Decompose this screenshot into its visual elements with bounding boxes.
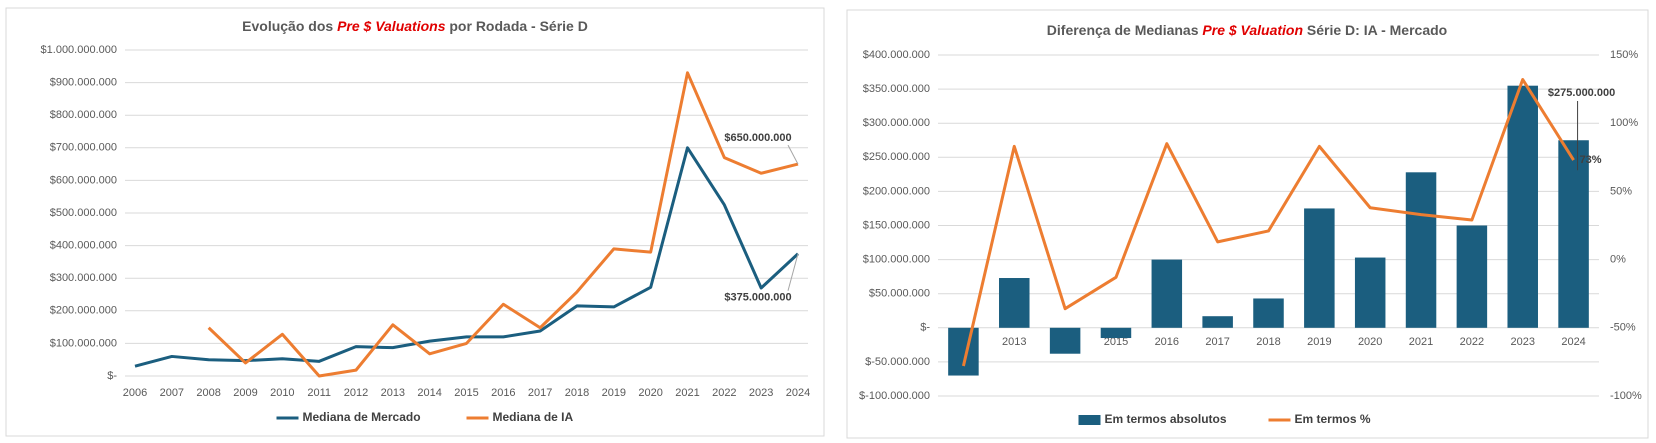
line [961,78,1575,367]
bar [1507,85,1538,328]
legend-label: Em termos % [1295,412,1371,426]
x-tick-label: 2018 [565,387,589,399]
bar [999,278,1030,328]
title-part: por Rodada - Série D [445,18,587,34]
x-tick-label: 2024 [1561,336,1585,348]
x-tick-label: 2014 [417,387,441,399]
title-part: Diferença de Medianas [1047,22,1203,38]
x-tick-label: 2023 [1510,336,1534,348]
y2-tick-label: 150% [1610,49,1638,61]
x-tick-label: 2007 [160,387,184,399]
y-tick-label: $350.000.000 [863,83,930,95]
data-label: $650.000.000 [724,132,791,144]
x-tick-label: 2006 [123,387,147,399]
y-tick-label: $250.000.000 [863,151,930,163]
bar [1304,208,1335,328]
x-tick-label: 2019 [1307,336,1331,348]
title-highlight: Pre $ Valuations [337,18,446,34]
y2-tick-label: 50% [1610,185,1632,197]
x-tick-label: 2020 [1358,336,1382,348]
leader-line [787,144,799,165]
x-tick-label: 2022 [1460,336,1484,348]
x-tick-label: 2017 [1205,336,1229,348]
x-tick-label: 2013 [381,387,405,399]
y-tick-label: $1.000.000.000 [41,44,117,56]
x-tick-label: 2012 [344,387,368,399]
legend-label: Mediana de IA [493,410,574,424]
y-tick-label: $- [920,322,930,334]
bar [1354,257,1386,328]
y2-tick-label: 100% [1610,117,1638,129]
y-tick-label: $400.000.000 [50,240,117,252]
y-tick-label: $300.000.000 [863,117,930,129]
title-highlight: Pre $ Valuation [1202,22,1303,38]
x-tick-label: 2016 [1155,336,1179,348]
y-tick-label: $100.000.000 [50,337,117,349]
line [134,146,800,368]
legend-swatch [1078,415,1101,425]
legend-label: Mediana de Mercado [303,410,421,424]
x-tick-label: 2010 [270,387,294,399]
title-part: Evolução dos [242,18,337,34]
bar [1558,140,1589,328]
x-tick-label: 2024 [786,387,810,399]
y-tick-label: $300.000.000 [50,272,117,284]
y-tick-label: $400.000.000 [863,49,930,61]
bar [1405,172,1437,328]
leader-line [787,253,799,291]
bar [1202,316,1233,328]
y-tick-label: $-50.000.000 [865,356,930,368]
x-tick-label: 2008 [196,387,220,399]
line [207,71,799,378]
y-tick-label: $-100.000.000 [859,390,930,402]
bar [1100,327,1132,339]
y2-tick-label: -100% [1610,390,1642,402]
chart-title: Diferença de Medianas Pre $ Valuation Sé… [1047,22,1447,38]
y-tick-label: $200.000.000 [50,305,117,317]
y-tick-label: $200.000.000 [863,185,930,197]
x-tick-label: 2011 [307,387,331,399]
y-tick-label: $100.000.000 [863,254,930,266]
y-tick-label: $- [107,370,117,382]
x-tick-label: 2021 [675,387,699,399]
bar [1151,259,1183,328]
title-part: Série D: IA - Mercado [1303,22,1447,38]
y-tick-label: $500.000.000 [50,207,117,219]
x-tick-label: 2022 [712,387,736,399]
bar [1253,298,1284,328]
x-tick-label: 2017 [528,387,552,399]
x-tick-label: 2013 [1002,336,1026,348]
legend-label: Em termos absolutos [1105,412,1227,426]
y2-tick-label: 0% [1610,254,1626,266]
bar [948,327,979,376]
chart-frame [5,7,825,437]
y-tick-label: $700.000.000 [50,142,117,154]
x-tick-label: 2016 [491,387,515,399]
x-tick-label: 2015 [1104,336,1128,348]
x-tick-label: 2019 [602,387,626,399]
bar [1456,225,1488,328]
y-tick-label: $900.000.000 [50,77,117,89]
x-tick-label: 2018 [1256,336,1280,348]
y-tick-label: $600.000.000 [50,174,117,186]
y-tick-label: $50.000.000 [869,288,930,300]
x-tick-label: 2023 [749,387,773,399]
y2-tick-label: -50% [1610,322,1636,334]
y-tick-label: $800.000.000 [50,109,117,121]
x-tick-label: 2021 [1409,336,1433,348]
data-label: $275.000.000 [1548,87,1615,99]
y-tick-label: $150.000.000 [863,219,930,231]
data-label: $375.000.000 [724,292,791,304]
x-tick-label: 2020 [638,387,662,399]
bar [1049,327,1081,354]
chart-title: Evolução dos Pre $ Valuations por Rodada… [242,18,588,34]
x-tick-label: 2009 [233,387,257,399]
x-tick-label: 2015 [454,387,478,399]
data-label: 73% [1580,154,1602,166]
